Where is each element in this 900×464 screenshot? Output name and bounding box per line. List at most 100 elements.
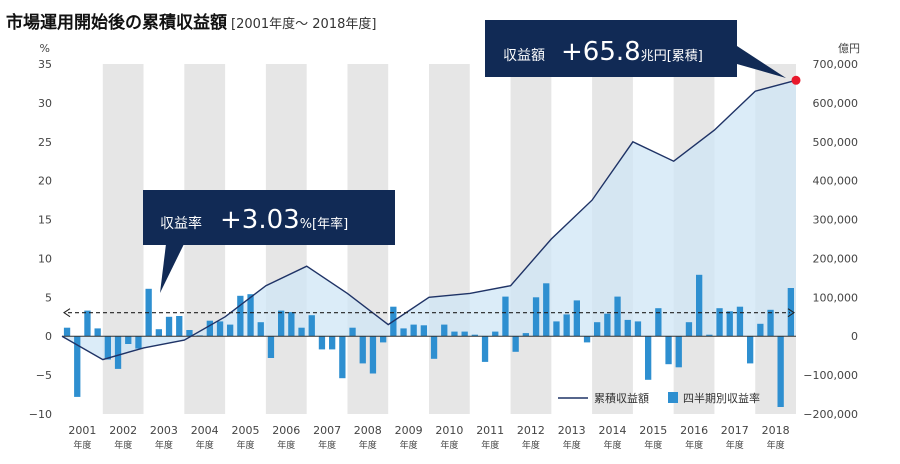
bar-2004-q3 [206,320,213,337]
bar-2016-q1 [675,336,682,368]
callout-rate-pointer [160,244,184,293]
x-tick-suffix: 年度 [644,439,662,451]
y-right-tick: 600,000 [813,97,859,110]
x-tick-2011: 2011 [476,424,504,437]
bar-2006-q3 [288,312,295,337]
bar-2013-q2 [563,314,570,337]
bar-2005-q2 [237,295,244,337]
bar-2008-q1 [349,327,356,337]
bar-2012-q4 [543,283,550,337]
x-tick-2001: 2001 [68,424,96,437]
y-left-tick: 10 [38,252,52,265]
callout-amount-unit: 兆円 [641,49,667,64]
x-tick-2005: 2005 [232,424,260,437]
bar-2012-q3 [532,297,540,337]
bar-2008-q4 [380,336,387,343]
cumulative-area [62,80,796,360]
bar-2015-q4 [665,336,672,365]
y-right-ticks: −200,000 −100,000 0 100,000 200,000 300,000 40… [803,58,858,421]
bar-2018-q2 [767,309,774,337]
bar-2004-q1 [186,330,193,337]
bar-2018-q4 [787,288,794,337]
x-tick-suffix: 年度 [603,439,621,451]
x-tick-2017: 2017 [721,424,749,437]
bar-2009-q4 [420,325,427,337]
bar-2008-q3 [369,336,377,374]
bar-2006-q4 [298,327,305,337]
bar-2013-q1 [553,321,560,337]
y-left-tick: 30 [38,97,52,110]
x-tick-2018: 2018 [762,424,790,437]
bar-2008-q2 [359,336,366,364]
x-tick-suffix: 年度 [685,439,703,451]
x-tick-2006: 2006 [272,424,300,437]
y-right-tick: 0 [851,330,858,343]
y-left-tick: 15 [38,214,52,227]
callout-rate: 収益率 +3.03%[年率] [143,190,395,293]
y-left-tick: −5 [36,369,52,382]
bar-2006-q2 [278,310,285,337]
bar-2012-q2 [522,333,529,337]
callout-rate-text: 収益率 +3.03%[年率] [160,205,348,235]
bar-2001-q4 [94,328,101,337]
cumulative-endpoint [791,75,801,85]
bar-2010-q4 [461,331,468,337]
callout-amount-box [485,20,737,77]
y-left-tick: 35 [38,58,52,71]
bar-2001-q1 [63,327,71,337]
bar-2018-q3 [777,336,784,407]
cumulative-line-path [61,79,797,361]
bar-2010-q2 [441,324,448,337]
bar-2006-q1 [267,336,275,358]
cumulative-line [61,79,797,361]
x-tick-suffix: 年度 [277,439,295,451]
x-tick-suffix: 年度 [726,439,744,451]
bar-2015-q1 [634,321,642,337]
x-tick-2004: 2004 [191,424,219,437]
bar-2013-q3 [573,300,580,337]
bar-2009-q2 [400,328,407,337]
bar-2004-q4 [216,321,224,337]
x-tick-suffix: 年度 [481,439,499,451]
bar-2001-q3 [84,310,91,337]
bar-2017-q4 [747,336,754,364]
bar-2011-q3 [492,331,499,337]
y-left-tick: 5 [45,291,52,304]
bar-2002-q1 [104,336,111,360]
x-tick-suffix: 年度 [359,439,377,451]
average-return-line [63,308,795,318]
bar-2002-q4 [135,336,142,349]
bar-2016-q4 [706,334,713,337]
cumulative-area-shape [62,80,796,360]
legend: 累積収益額 四半期別収益率 [558,391,760,405]
x-tick-2013: 2013 [558,424,586,437]
y-left-tick: 20 [38,175,52,188]
x-tick-2015: 2015 [639,424,667,437]
legend-item-quarterly: 四半期別収益率 [683,391,760,405]
bar-2013-q4 [583,336,591,343]
x-tick-suffix: 年度 [196,439,214,451]
bar-2005-q3 [247,294,254,337]
y-left-ticks: −10 −5 0 5 10 15 20 25 30 35 [29,58,52,421]
x-tick-2014: 2014 [599,424,627,437]
endpoint-dot [791,75,801,85]
y-right-tick: 400,000 [813,175,859,188]
x-tick-suffix: 年度 [114,439,132,451]
bar-2003-q4 [176,316,183,337]
bar-2003-q3 [165,316,173,337]
x-tick-suffix: 年度 [155,439,173,451]
x-tick-suffix: 年度 [563,439,581,451]
shade-2012 [510,64,552,414]
x-tick-2012: 2012 [517,424,545,437]
y-right-tick: 100,000 [813,291,859,304]
y-right-tick: 200,000 [813,252,859,265]
y-right-unit: 億円 [838,42,860,55]
bar-2016-q3 [696,274,703,337]
bar-2002-q3 [125,336,132,344]
bar-2011-q4 [502,296,509,337]
bar-2011-q2 [481,336,489,362]
bar-2003-q2 [155,329,162,337]
y-left-tick: −10 [29,408,52,421]
shade-2002 [102,64,144,414]
